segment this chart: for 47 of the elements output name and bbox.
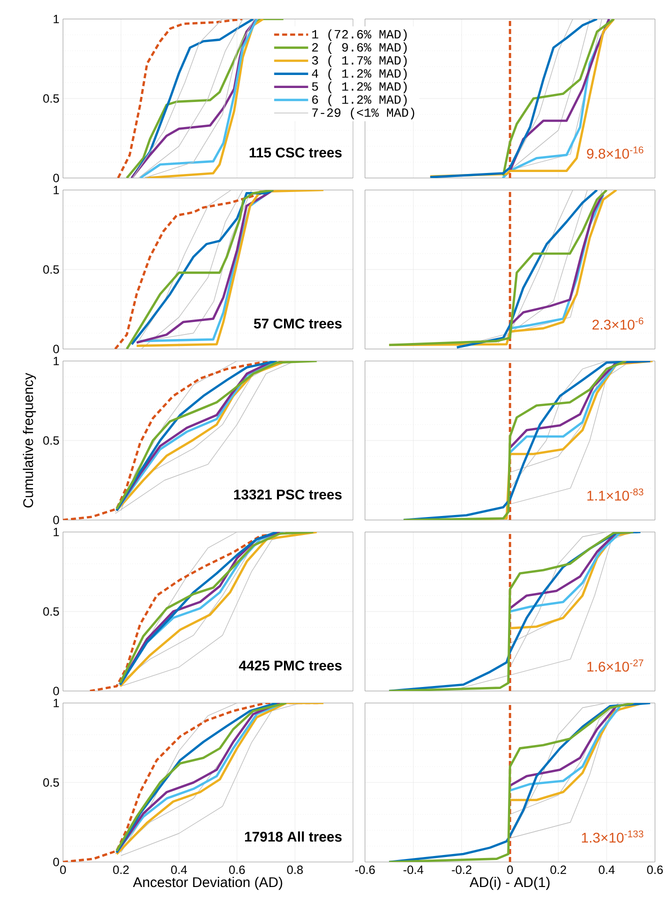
legend-label: 3 ( 1.7% MAD) — [312, 55, 407, 68]
x-tick-label: 0 — [507, 866, 513, 874]
legend-label: 2 ( 9.6% MAD) — [312, 42, 407, 54]
x-tick-label: 0.2 — [550, 866, 566, 874]
y-tick-label: 1 — [54, 186, 59, 194]
y-tick-label: 0 — [53, 858, 60, 866]
legend-label: 6 ( 1.2% MAD) — [312, 94, 407, 106]
y-tick-label: 0.5 — [43, 436, 59, 445]
annotation: 57 CMC trees — [254, 318, 342, 329]
annotation: 1.6×10$^{-27}$ — [587, 659, 644, 672]
y-tick-label: 0 — [53, 516, 60, 524]
y-tick-label: 0 — [53, 174, 60, 182]
x-tick-label: 0.4 — [598, 866, 615, 874]
y-tick-label: 1 — [54, 14, 59, 24]
y-tick-label: 0.5 — [43, 94, 59, 103]
legend-label: 1 (72.6% MAD) — [312, 29, 407, 41]
y-tick-label: 1 — [54, 528, 59, 536]
annotation: 115 CSC trees — [250, 148, 342, 158]
x-tick-label: 0.6 — [229, 866, 245, 874]
annotation: 17918 All trees — [245, 831, 342, 842]
x-axis-title: Ancestor Deviation (AD) — [132, 876, 282, 890]
legend-label: 4 ( 1.2% MAD) — [312, 68, 407, 80]
annotation: 1.3×10$^{-133}$ — [582, 830, 644, 843]
y-axis-title: Cumulative frequency — [22, 372, 36, 508]
x-tick-label: 0 — [60, 866, 66, 874]
annotation: 4425 PMC trees — [238, 660, 342, 671]
legend-label: 7-29 (<1% MAD) — [312, 108, 414, 120]
annotation: 13321 PSC trees — [234, 490, 342, 500]
y-tick-label: 0.5 — [43, 778, 59, 787]
x-tick-label: 0.2 — [113, 866, 129, 874]
x-tick-label: 0.6 — [647, 866, 663, 874]
x-tick-label: 0.8 — [287, 866, 303, 874]
x-tick-label: -0.6 — [355, 866, 375, 874]
y-tick-label: 1 — [54, 356, 59, 366]
legend-label: 5 ( 1.2% MAD) — [312, 82, 407, 94]
x-axis-title: AD(i) - AD(1) — [470, 876, 550, 890]
y-tick-label: 0 — [53, 344, 60, 354]
x-tick-label: 0.4 — [171, 866, 187, 874]
y-tick-label: 1 — [54, 698, 59, 708]
annotation: 1.1×10$^{-83}$ — [587, 488, 644, 501]
y-tick-label: 0.5 — [43, 265, 59, 274]
y-tick-label: 0 — [53, 686, 60, 696]
x-tick-label: -0.4 — [404, 866, 424, 874]
y-tick-label: 0.5 — [43, 607, 59, 616]
x-tick-label: -0.2 — [452, 866, 472, 874]
annotation: 9.8×10$^{-16}$ — [587, 146, 644, 159]
annotation: 2.3×10$^{-6}$ — [592, 317, 644, 330]
